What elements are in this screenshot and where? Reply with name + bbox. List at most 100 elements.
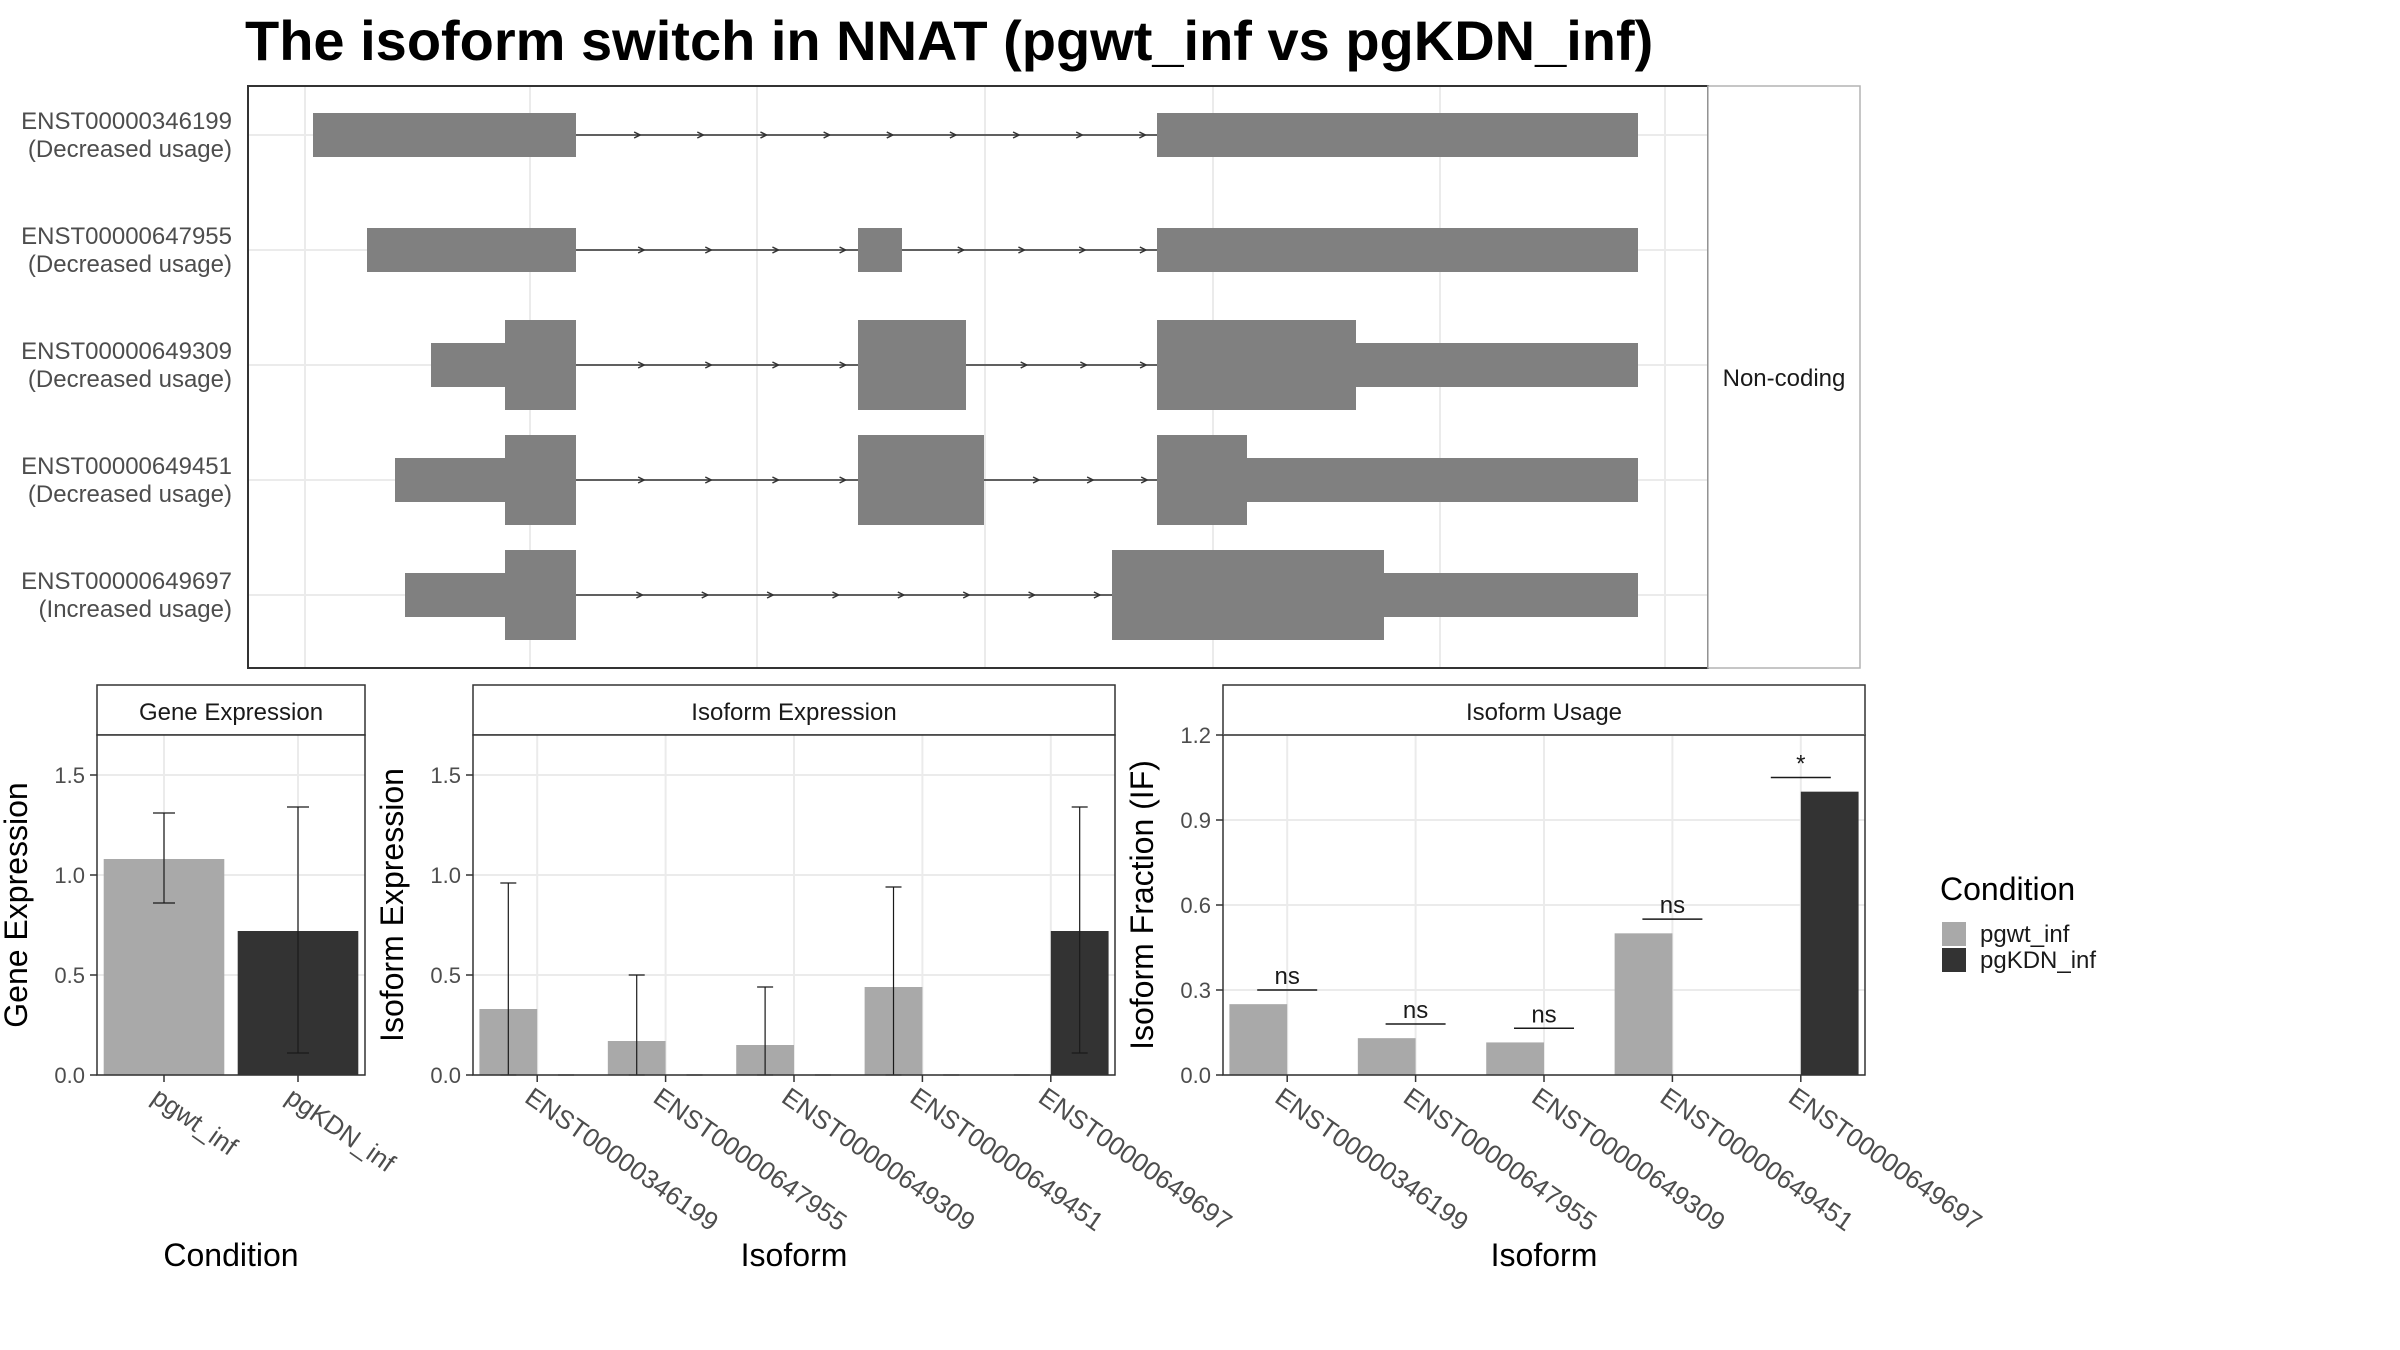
transcript-usage-label: (Decreased usage) (28, 136, 232, 163)
y-tick-label: 1.2 (1180, 723, 1211, 748)
bar-pgwt_inf (1229, 1004, 1288, 1075)
y-tick-label: 0.0 (54, 1063, 85, 1088)
intron-arrow (1139, 246, 1148, 254)
transcript-usage-label: (Increased usage) (39, 596, 232, 623)
facet-strip (472, 684, 1116, 736)
chart-title: The isoform switch in NNAT (pgwt_inf vs … (245, 9, 1654, 72)
intron-arrow (636, 591, 645, 599)
facet-strip (1707, 85, 1861, 669)
y-tick-label: 0.5 (430, 963, 461, 988)
intron-arrow (704, 476, 713, 484)
y-tick-label: 1.5 (54, 763, 85, 788)
y-tick-label: 0.9 (1180, 808, 1211, 833)
transcript-usage-label: (Decreased usage) (28, 251, 232, 278)
intron-arrow (1012, 131, 1021, 139)
transcript-id-label: ENST00000649451 (21, 453, 232, 480)
exon-block (505, 550, 576, 640)
y-tick-label: 1.0 (54, 863, 85, 888)
intron-arrow (633, 131, 642, 139)
exon-block (1247, 458, 1638, 502)
intron-arrow (760, 131, 769, 139)
plot-border (96, 734, 366, 1076)
legend-swatch-pgwt_inf (1942, 922, 1966, 946)
exon-block (1157, 113, 1638, 157)
intron-arrow (839, 476, 848, 484)
intron-arrow (839, 361, 848, 369)
transcript-id-label: ENST00000647955 (21, 223, 232, 250)
intron-arrow (1020, 361, 1029, 369)
intron-arrow (637, 246, 646, 254)
intron-arrow (772, 246, 781, 254)
transcript-id-label: ENST00000346199 (21, 108, 232, 135)
exon-block (1157, 435, 1247, 525)
exon-block (1157, 320, 1356, 410)
facet-strip-label: Gene Expression (139, 699, 323, 726)
intron-arrow (704, 246, 713, 254)
intron-arrow (1086, 476, 1095, 484)
intron-arrow (1032, 476, 1041, 484)
exon-block (858, 320, 966, 410)
transcript-id-label: ENST00000649697 (21, 568, 232, 595)
intron-arrow (839, 246, 848, 254)
intron-arrow (637, 476, 646, 484)
bar-pgKDN_inf (1800, 791, 1859, 1075)
exon-block (1112, 550, 1384, 640)
intron-arrow (1093, 591, 1102, 599)
bar-pgwt_inf (1357, 1038, 1416, 1075)
legend-title: Condition (1940, 871, 2075, 907)
y-tick-label: 1.0 (430, 863, 461, 888)
intron-arrow (832, 591, 841, 599)
transcript-usage-label: (Decreased usage) (28, 481, 232, 508)
exon-block (858, 228, 902, 272)
bar-pgwt_inf (1614, 933, 1673, 1075)
y-axis-title: Isoform Expression (374, 768, 410, 1042)
exon-block (1157, 228, 1638, 272)
intron-arrow (1139, 361, 1148, 369)
intron-arrow (772, 476, 781, 484)
legend-label: pgwt_inf (1980, 921, 2070, 948)
intron-arrow (1078, 246, 1087, 254)
intron-arrow (949, 131, 958, 139)
significance-label: ns (1275, 963, 1300, 990)
intron-arrow (696, 131, 705, 139)
exon-block (405, 573, 505, 617)
intron-arrow (823, 131, 832, 139)
y-tick-label: 0.3 (1180, 978, 1211, 1003)
facet-strip-label: Non-coding (1723, 365, 1846, 392)
x-tick-label: pgKDN_inf (281, 1081, 402, 1178)
exon-block (367, 228, 576, 272)
intron-arrow (897, 591, 906, 599)
intron-arrow (962, 591, 971, 599)
intron-arrow (704, 361, 713, 369)
transcript-usage-label: (Decreased usage) (28, 366, 232, 393)
x-axis-title: Isoform (1491, 1237, 1598, 1273)
y-tick-label: 0.5 (54, 963, 85, 988)
exon-block (1384, 573, 1638, 617)
x-axis-title: Condition (163, 1237, 298, 1273)
legend-label: pgKDN_inf (1980, 947, 2096, 974)
exon-block (431, 343, 505, 387)
intron-arrow (957, 246, 966, 254)
facet-strip-label: Isoform Usage (1466, 699, 1622, 726)
bar-pgwt_inf (1486, 1042, 1544, 1075)
intron-arrow (1028, 591, 1037, 599)
intron-arrow (766, 591, 775, 599)
intron-arrow (1139, 131, 1148, 139)
intron-arrow (637, 361, 646, 369)
legend-swatch-pgKDN_inf (1942, 948, 1966, 972)
transcript-id-label: ENST00000649309 (21, 338, 232, 365)
exon-block (395, 458, 505, 502)
y-tick-label: 0.0 (1180, 1063, 1211, 1088)
x-axis-title: Isoform (741, 1237, 848, 1273)
significance-label: ns (1660, 892, 1685, 919)
x-tick-label: pgwt_inf (147, 1081, 244, 1162)
y-axis-title: Isoform Fraction (IF) (1124, 760, 1160, 1050)
y-axis-title: Gene Expression (0, 782, 34, 1027)
exon-block (858, 435, 984, 525)
y-tick-label: 0.0 (430, 1063, 461, 1088)
intron-arrow (1140, 476, 1149, 484)
intron-arrow (1075, 131, 1084, 139)
significance-label: ns (1403, 997, 1428, 1024)
intron-arrow (886, 131, 895, 139)
